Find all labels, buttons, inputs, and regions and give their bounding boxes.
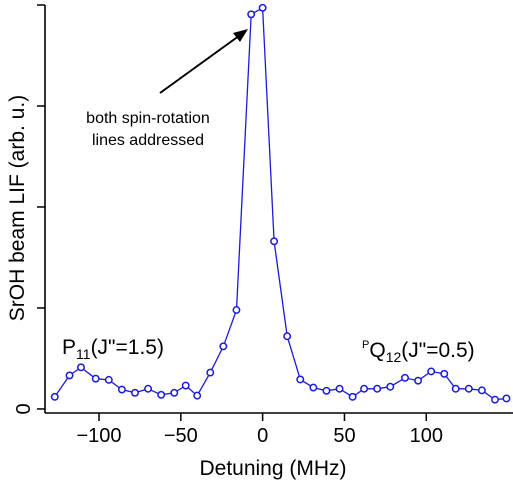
data-point — [502, 394, 511, 403]
data-point — [360, 384, 369, 393]
data-point — [477, 386, 486, 395]
data-point — [104, 375, 113, 384]
p11-label: P11(J"=1.5) — [62, 336, 164, 362]
data-point — [65, 371, 74, 380]
annotation-arrowhead — [233, 29, 248, 42]
data-point — [373, 384, 382, 393]
data-point — [270, 237, 279, 246]
annotation-line-1: both spin-rotation — [86, 110, 210, 127]
data-point — [440, 369, 449, 378]
x-axis-title: Detuning (MHz) — [199, 457, 346, 480]
data-point — [50, 392, 59, 401]
data-point — [193, 391, 202, 400]
y-axis-title: SrOH beam LIF (arb. u.) — [6, 95, 29, 321]
x-tick-label: 100 — [410, 425, 443, 447]
data-point — [451, 384, 460, 393]
y-tick-label: 0 — [13, 403, 35, 414]
data-point — [131, 388, 139, 397]
data-point — [219, 342, 228, 351]
data-point — [464, 384, 473, 393]
p11-main: P — [62, 336, 76, 359]
data-point — [335, 384, 344, 393]
data-point — [309, 383, 318, 392]
data-point — [117, 385, 126, 394]
data-point — [283, 332, 292, 341]
x-tick-label: 0 — [257, 425, 268, 447]
q12-sup: P — [362, 339, 369, 351]
data-point — [157, 390, 166, 399]
data-point — [322, 386, 331, 395]
data-point — [427, 367, 436, 376]
axes — [44, 5, 513, 414]
data-point — [386, 382, 395, 391]
data-point — [296, 375, 305, 384]
data-point — [206, 368, 215, 377]
data-point — [258, 3, 267, 12]
q12-label: PQ12(J"=0.5) — [362, 339, 475, 365]
q12-main: Q — [369, 339, 385, 362]
data-point — [414, 376, 423, 385]
ticks: −100 −50 0 50 100 0 — [13, 4, 443, 447]
data-point — [401, 373, 409, 382]
data-point — [247, 10, 256, 19]
x-tick-label: −100 — [76, 425, 121, 447]
data-point — [91, 374, 100, 383]
data-point — [144, 384, 153, 393]
p11-rest: (J"=1.5) — [91, 336, 164, 359]
data-point — [181, 381, 190, 390]
data-point — [170, 388, 179, 397]
data-point — [77, 363, 85, 372]
annotation-arrow — [159, 32, 244, 94]
series — [50, 3, 511, 404]
q12-rest: (J"=0.5) — [401, 339, 474, 362]
data-point — [232, 306, 241, 314]
data-point — [348, 392, 357, 401]
x-tick-label: −50 — [164, 425, 198, 447]
data-point — [491, 395, 499, 404]
q12-sub: 12 — [386, 349, 402, 365]
x-tick-label: 50 — [333, 425, 355, 447]
annotation-line-2: lines addressed — [92, 132, 204, 149]
p11-sub: 11 — [76, 346, 91, 362]
